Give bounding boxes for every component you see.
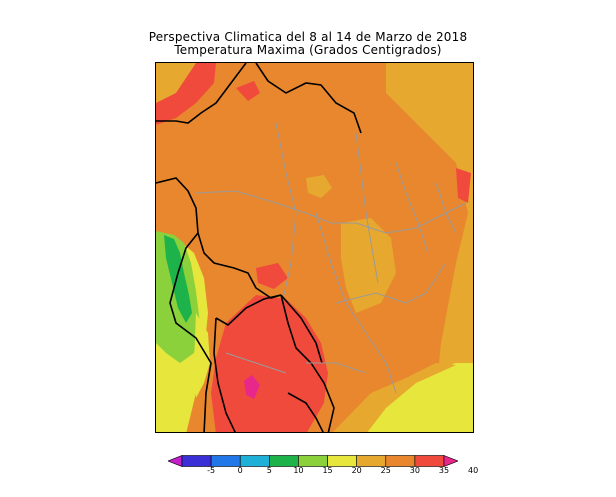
colorbar-svg — [168, 455, 458, 467]
colorbar — [168, 455, 458, 467]
colorbar-tick-label: 0 — [237, 466, 243, 475]
colorbar-low-triangle — [168, 455, 183, 467]
zone-25-30-southeast — [332, 363, 456, 432]
country-borders — [156, 63, 362, 432]
colorbar-box — [327, 455, 357, 467]
zone-20-25-andes-south — [194, 313, 210, 398]
zone-25-30-east — [386, 63, 473, 432]
colorbar-box — [239, 455, 270, 467]
colorbar-box — [181, 455, 212, 467]
zone-35-40-south — [211, 295, 328, 432]
colorbar-tick-label: -5 — [207, 466, 216, 475]
state-borders — [195, 122, 467, 394]
colorbar-tick-label: 10 — [293, 466, 304, 475]
colorbar-box — [385, 455, 416, 467]
colorbar-box — [356, 455, 387, 467]
colorbar-tick-label: 15 — [322, 466, 333, 475]
colorbar-tick-label: 20 — [351, 466, 362, 475]
colorbar-box — [298, 455, 328, 467]
zone-35-40-northeast — [456, 168, 471, 203]
zone-10-15-andes — [164, 235, 192, 323]
zone-35-40-north-patch — [236, 81, 260, 101]
colorbar-box — [414, 455, 445, 467]
map-title: Perspectiva Climatica del 8 al 14 de Mar… — [148, 30, 468, 44]
zone-25-30-interior — [341, 218, 396, 313]
temperature-map-svg — [156, 63, 473, 432]
zone-40-plus-spot — [244, 375, 260, 399]
zone-35-40-north — [156, 63, 216, 125]
colorbar-tick-label: 35 — [438, 466, 450, 475]
zone-20-25-southeast — [357, 363, 473, 432]
zone-35-40-center — [256, 263, 288, 289]
zone-25-30-patch — [306, 175, 332, 198]
colorbar-box — [269, 455, 299, 467]
temperature-map — [155, 62, 474, 433]
map-subtitle: Temperatura Maxima (Grados Centigrados) — [174, 43, 442, 57]
colorbar-labels: -5 0 5 10 15 20 25 30 35 40 — [0, 466, 616, 480]
colorbar-tick-label: 5 — [266, 466, 272, 475]
colorbar-tick-label: 25 — [380, 466, 391, 475]
colorbar-high-triangle — [443, 455, 458, 467]
zone-25-30-nw — [156, 63, 196, 103]
colorbar-tick-label: 30 — [409, 466, 420, 475]
colorbar-tick-label: 40 — [468, 466, 479, 475]
colorbar-box — [210, 455, 241, 467]
